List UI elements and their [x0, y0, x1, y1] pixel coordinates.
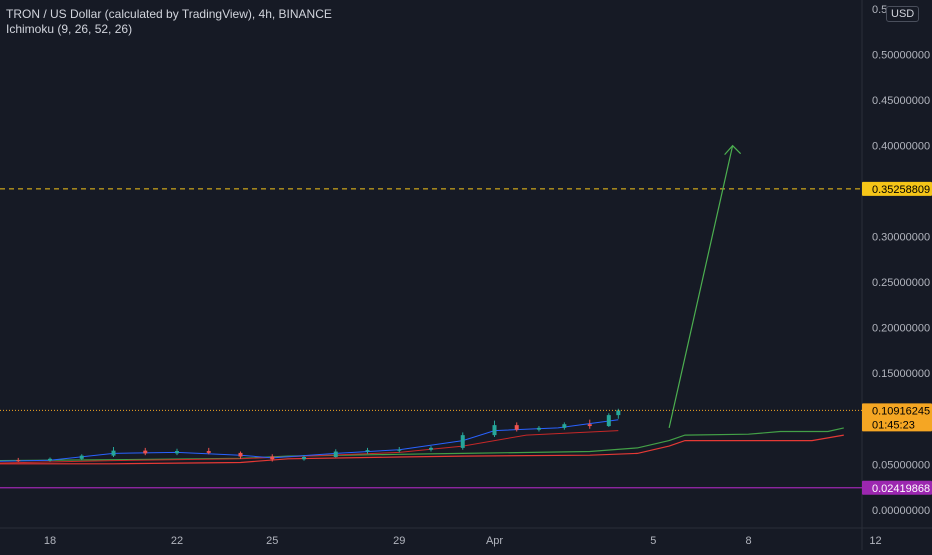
base-line	[0, 430, 619, 464]
y-tick-label: 0.20000000	[872, 323, 930, 335]
target-arrow-shaft	[668, 145, 734, 428]
price-label-text: 0.10916245	[872, 405, 930, 417]
target-arrow-head	[724, 144, 742, 156]
x-tick-label: 22	[171, 535, 183, 547]
y-tick-label: 0.40000000	[872, 141, 930, 153]
candle-body	[429, 447, 433, 450]
candle-body	[397, 449, 402, 451]
candle-body	[79, 455, 84, 459]
candle-body	[48, 458, 52, 461]
x-tick-label: 12	[869, 535, 881, 547]
chart-legend: TRON / US Dollar (calculated by TradingV…	[6, 7, 332, 36]
y-tick-label: 0.45000000	[872, 95, 930, 107]
candle-body	[238, 452, 243, 457]
candle-body	[616, 410, 621, 416]
candle-body	[111, 450, 116, 456]
price-label-text: 0.35258809	[872, 184, 930, 196]
countdown-label-text: 01:45:23	[872, 419, 915, 431]
candle-body	[270, 456, 275, 460]
candle-body	[365, 450, 370, 452]
price-label-box	[862, 181, 932, 196]
y-tick-label: 0.50000000	[872, 50, 930, 62]
candle-body	[514, 425, 519, 430]
candle-body	[460, 435, 465, 448]
candle-body	[143, 450, 148, 454]
symbol-title[interactable]: TRON / US Dollar (calculated by TradingV…	[6, 7, 332, 21]
candle-body	[606, 415, 611, 427]
x-tick-label: 18	[44, 535, 56, 547]
candle-body	[562, 424, 567, 428]
y-tick-label: 0.15000000	[872, 368, 930, 380]
x-tick-label: Apr	[486, 535, 503, 547]
price-label-box	[862, 403, 932, 432]
candle-body	[536, 427, 541, 430]
leading-span-b-line	[0, 434, 844, 465]
candle-body	[206, 451, 211, 453]
y-tick-label: 0.30000000	[872, 232, 930, 244]
y-tick-label: 0.05000000	[872, 459, 930, 471]
x-tick-label: 5	[650, 535, 656, 547]
y-tick-label: 0.5	[872, 4, 887, 16]
x-tick-label: 25	[266, 535, 278, 547]
candle-body	[302, 456, 306, 460]
currency-badge[interactable]: USD	[886, 6, 920, 22]
price-label-box	[862, 480, 932, 495]
candle-body	[333, 451, 338, 457]
candle-body	[16, 460, 21, 462]
candle-body	[175, 451, 179, 454]
x-tick-label: 29	[393, 535, 405, 547]
x-tick-label: 8	[745, 535, 751, 547]
y-tick-label: 0.00000000	[872, 505, 930, 517]
candle-body	[587, 424, 592, 427]
price-label-text: 0.02419868	[872, 483, 930, 495]
indicator-title[interactable]: Ichimoku (9, 26, 52, 26)	[6, 22, 133, 36]
y-tick-label: 0.25000000	[872, 277, 930, 289]
candle-body	[492, 425, 497, 436]
